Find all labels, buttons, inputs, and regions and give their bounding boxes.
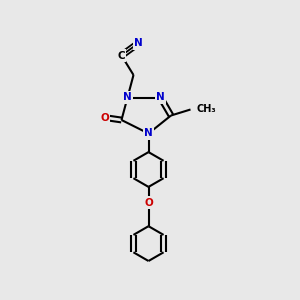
Text: N: N [156, 92, 165, 103]
Text: N: N [134, 38, 142, 49]
Text: O: O [100, 112, 109, 123]
Text: O: O [144, 197, 153, 208]
Text: C: C [118, 50, 125, 61]
Text: N: N [123, 92, 132, 103]
Text: N: N [144, 128, 153, 139]
Text: CH₃: CH₃ [196, 104, 216, 115]
